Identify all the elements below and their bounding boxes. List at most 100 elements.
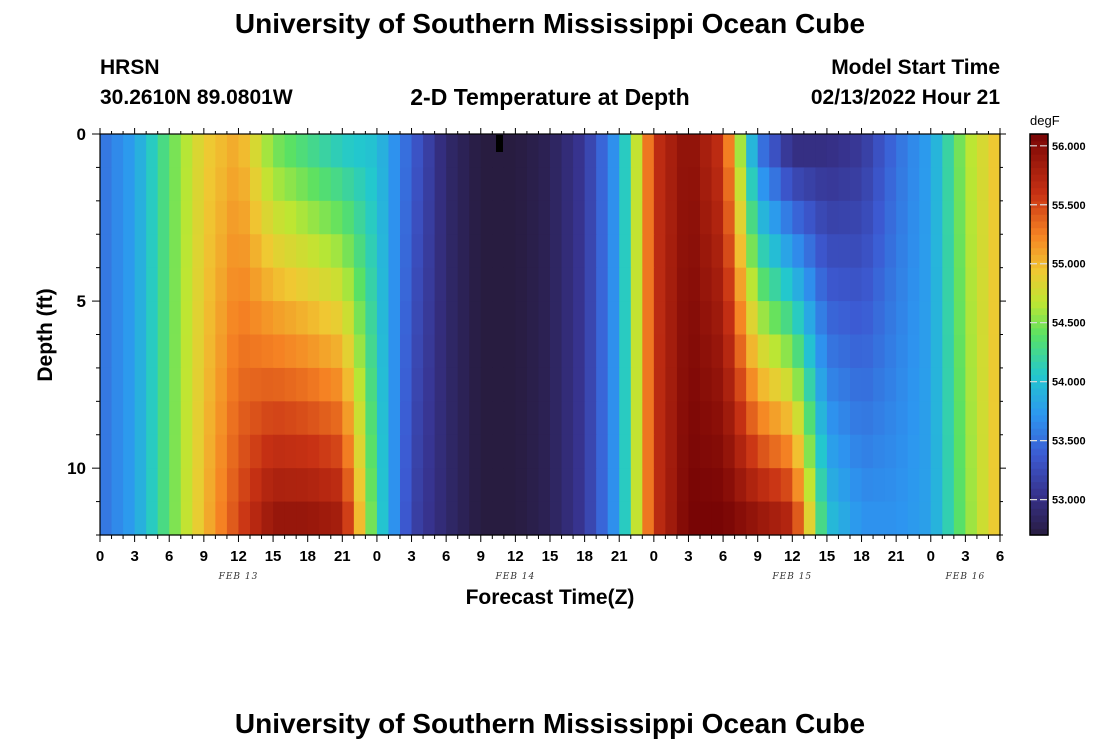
x-tick-label: 3 [130,548,138,565]
heatmap-cell [873,234,886,269]
heatmap-cell [388,501,401,536]
heatmap-cell [492,234,505,269]
colorbar-segment [1030,234,1048,242]
heatmap-cell [353,367,366,402]
heatmap-cell [550,167,563,202]
heatmap-cell [261,267,274,302]
heatmap-cell [319,401,332,436]
colorbar-segment [1030,180,1048,189]
heatmap-cell [757,468,770,503]
heatmap-cell [653,401,666,436]
heatmap-cell [365,200,378,235]
heatmap-cell [826,434,840,469]
heatmap-cell [965,134,978,169]
heatmap-cell [584,234,597,269]
heatmap-cell [480,234,493,269]
heatmap-cell [642,200,655,235]
heatmap-cell [550,334,563,369]
heatmap-cell [700,301,713,336]
heatmap-cell [434,401,447,436]
colorbar-tick-label: 53.000 [1052,495,1086,507]
heatmap-cell [492,301,505,336]
heatmap-cell [561,200,574,235]
heatmap-cell [423,200,436,235]
heatmap-cell [261,301,274,336]
heatmap-cell [411,401,424,436]
heatmap-cell [469,301,482,336]
heatmap-cell [100,134,113,169]
x-tick-label: 21 [334,548,351,565]
heatmap-cell [353,267,366,302]
heatmap-cell [873,200,886,235]
colorbar-segment [1030,274,1048,282]
heatmap-cell [826,267,840,302]
heatmap-cell [330,401,343,436]
heatmap-cell [884,234,897,269]
heatmap-cell [665,401,678,436]
heatmap-cell [284,134,297,169]
heatmap-cell [838,200,851,235]
heatmap-cell [353,134,366,169]
heatmap-cell [907,501,920,536]
heatmap-cell [423,367,436,402]
heatmap-cell [480,301,493,336]
heatmap-cell [457,167,470,202]
heatmap-cell [746,367,759,402]
heatmap-cell [307,134,320,169]
heatmap-cell [296,301,309,336]
heatmap-cell [503,401,516,436]
colorbar-segment [1030,301,1048,309]
heatmap-cell [573,167,586,202]
x-tick-label: 15 [819,548,836,565]
heatmap-cell [642,468,655,503]
heatmap-cell [400,134,413,169]
heatmap-cell [700,167,713,202]
colorbar-segment [1030,160,1048,169]
heatmap-cell [480,334,493,369]
colorbar-segment [1030,347,1048,356]
heatmap-cell [226,367,240,402]
heatmap-cell [792,134,805,169]
heatmap-cell [619,301,632,336]
heatmap-cell [284,367,297,402]
heatmap-cell [723,434,736,469]
heatmap-cell [376,367,390,402]
heatmap-cell [965,468,978,503]
heatmap-cell [757,401,770,436]
heatmap-cell [907,200,920,235]
heatmap-cell [676,134,690,169]
heatmap-cell [769,367,782,402]
heatmap-cell [746,234,759,269]
heatmap-cell [388,468,401,503]
heatmap-cell [319,301,332,336]
day-label: FEB 16 [945,572,986,582]
heatmap-cell [573,267,586,302]
colorbar-segment [1030,327,1048,336]
x-tick-label: 3 [407,548,415,565]
x-tick-label: 18 [576,548,593,565]
heatmap-cell [861,367,874,402]
heatmap-cell [734,334,747,369]
heatmap-cell [619,401,632,436]
heatmap-cell [988,367,1001,402]
heatmap-cell [815,434,828,469]
heatmap-cell [792,267,805,302]
colorbar-segment [1030,488,1048,496]
heatmap-cell [319,200,332,235]
heatmap-cell [607,301,620,336]
heatmap-cell [457,434,470,469]
colorbar-tick-label: 55.500 [1052,200,1086,212]
colorbar-segment [1030,260,1048,269]
heatmap-cell [953,267,966,302]
heatmap-cell [226,501,240,536]
heatmap-cell [192,367,205,402]
heatmap-cell [550,234,563,269]
heatmap-cell [711,501,724,536]
heatmap-cell [157,200,170,235]
heatmap-cell [192,134,205,169]
heatmap-cell [676,167,690,202]
heatmap-cell [284,301,297,336]
y-tick-label: 10 [67,459,86,478]
heatmap-cell [630,367,643,402]
heatmap-cell [411,200,424,235]
